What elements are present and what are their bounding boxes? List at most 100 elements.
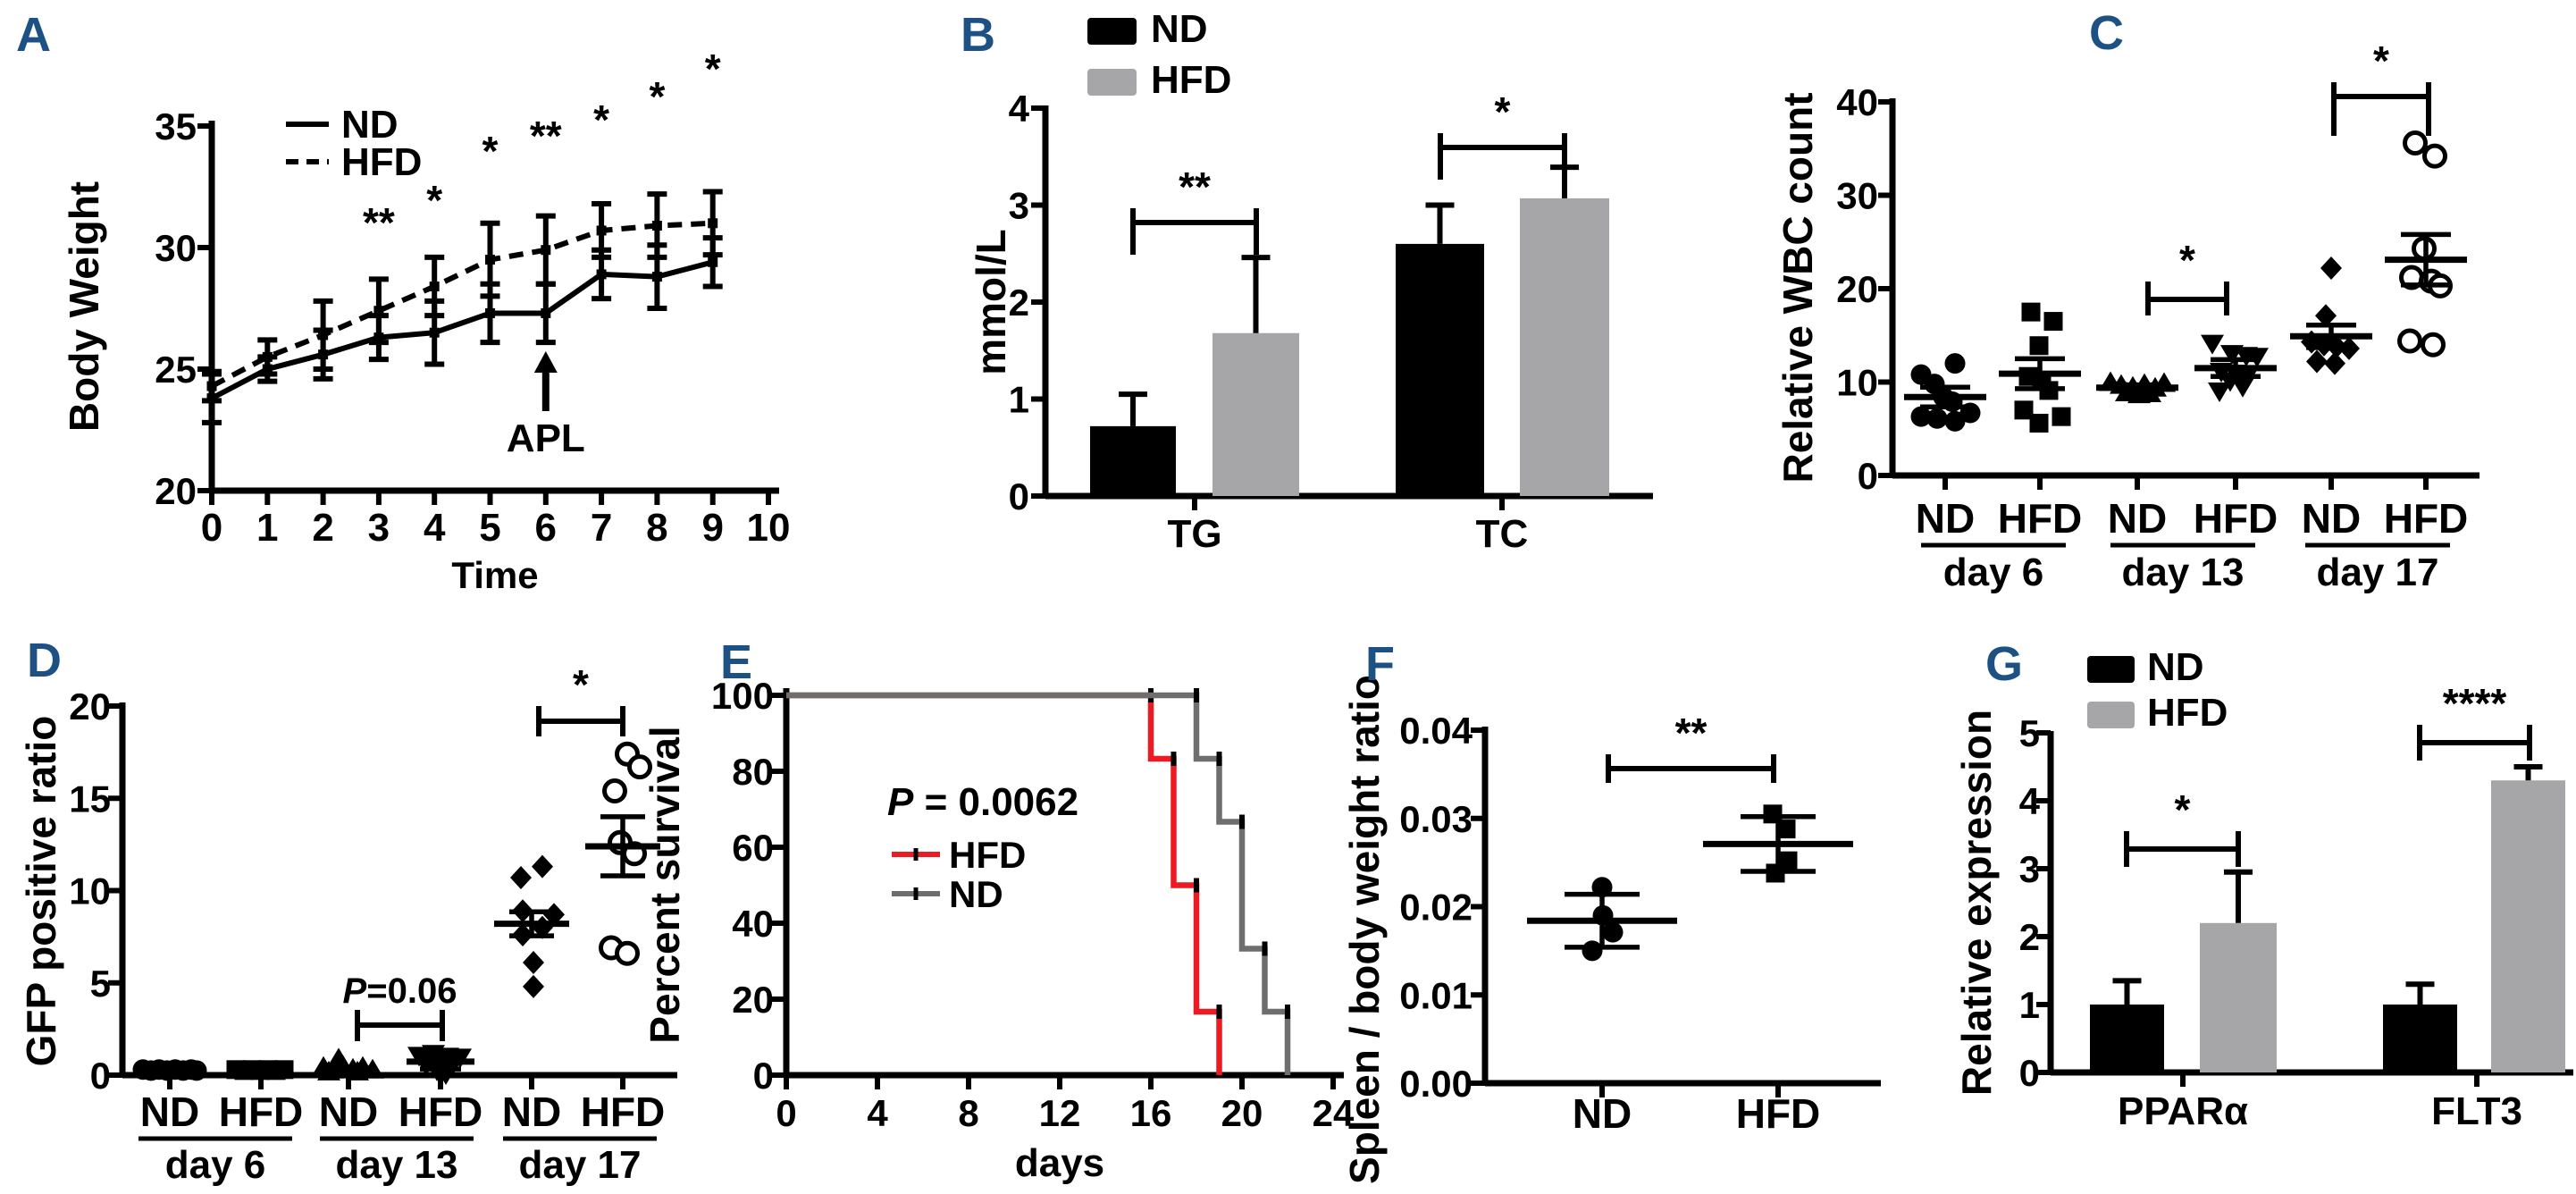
A-y-tick-label: 20 <box>155 470 197 512</box>
A-sig-star: * <box>649 73 665 120</box>
A-x-tick-label: 5 <box>479 506 500 550</box>
A-x-tick-label: 4 <box>424 506 446 550</box>
C-sig-label: * <box>2373 38 2389 84</box>
G-y-tick-label: 1 <box>2019 984 2040 1026</box>
D-group-HFD-day17 <box>585 741 660 966</box>
D-group-ND-day17 <box>494 854 569 998</box>
C-group-ND-day17 <box>2290 256 2372 375</box>
panel-label-a: A <box>16 8 51 62</box>
B-y-tick-label: 2 <box>1009 282 1029 324</box>
C-marker-triangle-down <box>2231 377 2254 398</box>
G-category-label: PPARα <box>2118 1089 2248 1133</box>
C-day-label: day 17 <box>2317 551 2439 594</box>
C-marker-square <box>2029 413 2049 433</box>
A-point <box>485 255 495 265</box>
D-group-HFD-day13 <box>407 1045 474 1085</box>
A-y-tick-label: 30 <box>155 227 197 269</box>
C-marker-circle <box>1944 353 1966 374</box>
F-group-HFD <box>1703 804 1853 883</box>
E-x-tick-label: 0 <box>776 1092 796 1134</box>
A-x-tick-label: 8 <box>646 506 667 550</box>
F-group-label: HFD <box>1736 1090 1821 1137</box>
A-y-tick-label: 25 <box>155 349 197 391</box>
E-curve-HFD <box>786 688 1222 1075</box>
C-group-label: ND <box>2302 495 2361 542</box>
G-y-tick-label: 0 <box>2019 1052 2040 1094</box>
E-curve-ND <box>786 688 1291 1075</box>
F-y-axis-title: Spleen / body weight ratio <box>1341 675 1388 1184</box>
D-marker-diamond <box>523 974 544 998</box>
G-y-tick-label: 3 <box>2019 848 2040 890</box>
A-y-tick-label: 35 <box>155 105 197 147</box>
C-y-tick-label: 20 <box>1836 268 1878 310</box>
C-group-label: ND <box>2108 495 2167 542</box>
C-group-HFD-day13 <box>2194 334 2277 402</box>
B-y-axis-title: mmol/L <box>968 229 1014 375</box>
D-marker-circle-open <box>627 754 652 780</box>
E-p-value: P = 0.0062 <box>887 780 1078 824</box>
F-y-tick-label: 0.03 <box>1399 798 1473 840</box>
C-y-axis-title: Relative WBC count <box>1775 92 1821 483</box>
C-marker-square <box>2029 336 2049 356</box>
E-p-value-rest: = 0.0062 <box>913 780 1078 824</box>
D-group-HFD-day6 <box>226 1060 294 1080</box>
B-legend-label: ND <box>1151 7 1208 51</box>
G-bar-ND <box>2383 1005 2457 1072</box>
C-marker-circle-open <box>2421 332 2446 357</box>
D-group-label: HFD <box>581 1089 666 1135</box>
panel-label-f: F <box>1365 637 1395 691</box>
B-bar-ND <box>1396 243 1484 496</box>
A-sig-star: ** <box>530 113 562 159</box>
C-day-label: day 13 <box>2122 551 2245 594</box>
C-marker-circle <box>1926 408 1948 429</box>
A-point <box>318 330 329 341</box>
C-group-HFD-day17 <box>2385 130 2467 357</box>
B-sig-label: * <box>1495 88 1511 135</box>
G-y-tick-label: 2 <box>2019 916 2040 958</box>
E-survival-line-HFD <box>786 692 1222 1075</box>
E-y-tick-label: 80 <box>732 751 774 793</box>
E-y-tick-label: 100 <box>711 675 774 717</box>
D-marker-diamond <box>543 903 565 927</box>
B-category-label: TG <box>1167 512 1221 556</box>
A-legend-label: HFD <box>341 140 422 184</box>
D-marker-triangle-up <box>327 1047 350 1068</box>
D-day-label: day 13 <box>336 1143 458 1187</box>
C-marker-square <box>2014 400 2034 420</box>
D-marker-triangle-up <box>346 1060 369 1080</box>
G-y-tick-label: 4 <box>2019 780 2041 822</box>
D-sig-label: P=0.06 <box>343 971 457 1011</box>
C-group-ND-day6 <box>1904 353 1986 432</box>
D-day-label: day 17 <box>519 1143 642 1187</box>
B-y-tick-label: 3 <box>1009 185 1029 227</box>
A-line-ND <box>210 259 714 401</box>
D-marker-triangle-up <box>317 1060 340 1080</box>
A-x-axis-title: Time <box>451 554 538 596</box>
F-y-tick-label: 0.02 <box>1399 887 1473 929</box>
A-x-tick-label: 7 <box>591 506 612 550</box>
C-group-label: ND <box>1916 495 1975 542</box>
D-sig-label-italic: P <box>343 971 367 1011</box>
C-marker-square <box>2052 407 2071 426</box>
D-group-label: ND <box>502 1089 561 1135</box>
F-marker-square <box>1776 820 1796 839</box>
B-category-label: TC <box>1476 512 1529 556</box>
G-y-tick-label: 5 <box>2019 712 2040 754</box>
C-group-ND-day13 <box>2096 371 2178 404</box>
A-arrow-head-icon <box>533 351 558 373</box>
C-group-label: HFD <box>2194 495 2278 542</box>
C-marker-diamond <box>2324 351 2345 375</box>
G-bar-ND <box>2090 1005 2164 1072</box>
panel-e: 0 20 40 60 80 100 Percent survival 0 4 8 12 16 20 24 d… <box>642 675 1355 1185</box>
A-x-tick-label: 1 <box>256 506 278 550</box>
C-marker-diamond <box>2315 304 2337 328</box>
D-group-label: ND <box>140 1089 199 1135</box>
C-y-tick-label: 10 <box>1836 362 1878 404</box>
A-x-tick-label: 9 <box>701 506 723 550</box>
A-point <box>651 221 662 231</box>
B-y-tick-label: 4 <box>1009 88 1030 130</box>
F-marker-circle <box>1602 921 1624 943</box>
A-point <box>429 327 440 338</box>
